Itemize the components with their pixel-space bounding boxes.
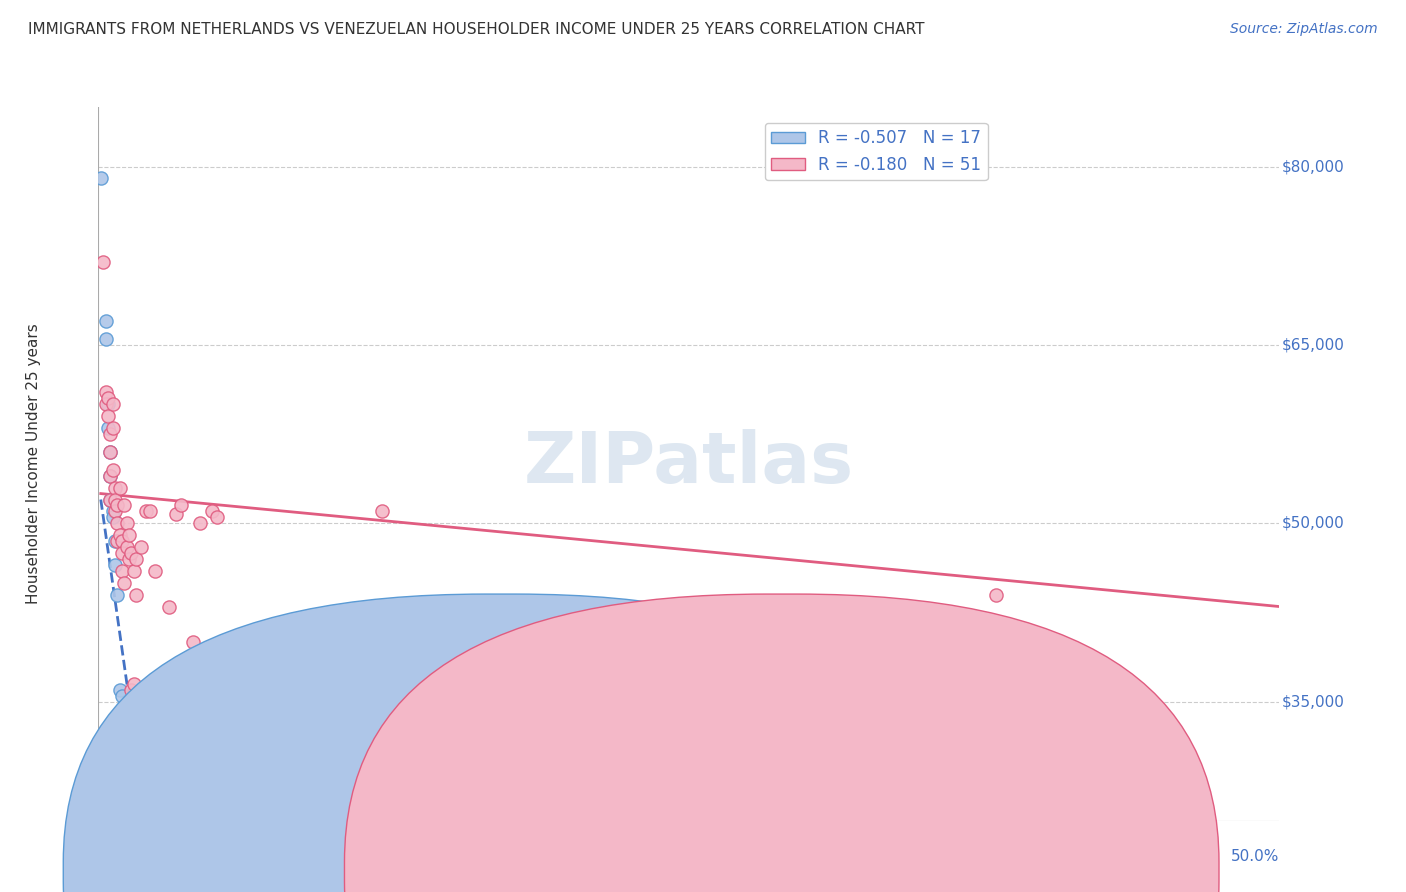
Point (104, 534, 127, 549)
Point (104, 492, 127, 507)
Text: ZIPatlas: ZIPatlas (524, 429, 853, 499)
Point (98, 492, 121, 507)
Point (98, 468, 121, 483)
Point (165, 507, 187, 521)
Point (98, 445, 121, 459)
Point (201, 504, 224, 518)
Text: $80,000: $80,000 (1282, 159, 1344, 174)
Point (170, 499, 193, 513)
Point (111, 546, 134, 560)
Point (139, 504, 162, 518)
Text: $50,000: $50,000 (1282, 516, 1344, 531)
Point (112, 499, 135, 513)
Point (122, 564, 145, 578)
Point (94, 332, 117, 346)
Point (115, 700, 138, 714)
Text: Immigrants from Netherlands: Immigrants from Netherlands (527, 864, 754, 879)
Point (104, 558, 127, 572)
Point (217, 718, 239, 732)
Point (98, 445, 121, 459)
Point (299, 766, 322, 780)
Point (108, 481, 131, 495)
Point (97, 409, 120, 424)
Legend: R = -0.507   N = 17, R = -0.180   N = 51: R = -0.507 N = 17, R = -0.180 N = 51 (765, 122, 987, 180)
Point (157, 599, 180, 614)
Point (97, 392, 120, 406)
Point (97, 397, 120, 411)
Point (111, 534, 134, 549)
Text: $35,000: $35,000 (1282, 694, 1344, 709)
Point (98, 427, 121, 442)
Point (101, 510, 124, 524)
Point (108, 528, 131, 542)
Point (101, 463, 124, 477)
Text: Source: ZipAtlas.com: Source: ZipAtlas.com (1230, 22, 1378, 37)
Point (108, 682, 131, 697)
Point (98, 468, 121, 483)
Point (112, 575, 135, 590)
Point (118, 528, 141, 542)
Point (125, 588, 148, 602)
Point (105, 588, 128, 602)
Text: Householder Income Under 25 years: Householder Income Under 25 years (25, 324, 41, 604)
Point (111, 689, 134, 703)
Point (94, 397, 117, 411)
Text: 50.0%: 50.0% (1232, 849, 1279, 864)
Point (90, 171, 112, 186)
Point (94, 385, 117, 400)
Point (91, 254, 114, 268)
Point (104, 504, 127, 518)
Point (105, 516, 128, 531)
Text: 0.0%: 0.0% (98, 849, 138, 864)
Point (115, 540, 138, 554)
Point (371, 504, 394, 518)
Point (125, 552, 148, 566)
Point (122, 731, 145, 745)
Point (105, 499, 128, 513)
Text: IMMIGRANTS FROM NETHERLANDS VS VENEZUELAN HOUSEHOLDER INCOME UNDER 25 YEARS CORR: IMMIGRANTS FROM NETHERLANDS VS VENEZUELA… (28, 22, 925, 37)
Point (143, 564, 166, 578)
Point (181, 635, 204, 649)
Point (122, 677, 145, 691)
Point (135, 504, 157, 518)
Point (97, 421, 120, 435)
Point (118, 552, 141, 566)
Text: $65,000: $65,000 (1282, 337, 1344, 352)
Point (205, 510, 228, 524)
Point (101, 504, 124, 518)
Point (104, 481, 127, 495)
Text: Venezuelans: Venezuelans (808, 864, 904, 879)
Point (111, 564, 134, 578)
Point (121, 546, 143, 560)
Point (101, 397, 124, 411)
Point (94, 314, 117, 328)
Point (105, 534, 128, 549)
Point (115, 516, 138, 531)
Point (984, 588, 1007, 602)
Point (149, 718, 172, 732)
Point (121, 682, 143, 697)
Point (129, 540, 152, 554)
Point (188, 516, 211, 531)
Point (101, 421, 124, 435)
Point (98, 492, 121, 507)
